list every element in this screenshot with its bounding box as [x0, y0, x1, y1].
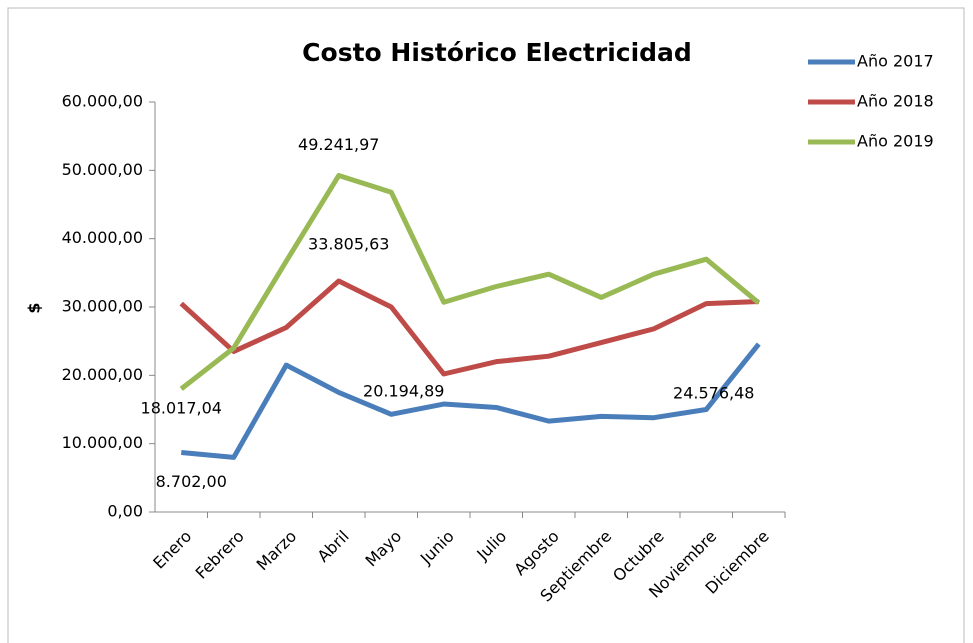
data-label: 49.241,97	[298, 135, 379, 154]
data-label: 24.576,48	[673, 384, 754, 403]
data-label: 8.702,00	[156, 472, 227, 491]
data-label: 18.017,04	[141, 398, 222, 417]
legend-label: Año 2017	[857, 52, 934, 71]
y-tick-label: 60.000,00	[62, 92, 143, 111]
data-label: 20.194,89	[363, 382, 444, 401]
series-line	[179, 173, 761, 391]
y-tick-label: 10.000,00	[62, 433, 143, 452]
data-label: 33.805,63	[308, 234, 389, 253]
y-tick-label: 40.000,00	[62, 228, 143, 247]
chart-title: Costo Histórico Electricidad	[302, 38, 692, 67]
series-line	[179, 278, 759, 377]
y-tick-label: 50.000,00	[62, 160, 143, 179]
legend-label: Año 2019	[857, 132, 934, 151]
y-axis-label: $	[25, 302, 44, 313]
chart-border	[7, 7, 965, 643]
y-tick-label: 0,00	[107, 502, 143, 521]
y-tick-label: 30.000,00	[62, 297, 143, 316]
series-line	[181, 342, 761, 460]
y-tick-label: 20.000,00	[62, 365, 143, 384]
legend-label: Año 2018	[857, 92, 934, 111]
